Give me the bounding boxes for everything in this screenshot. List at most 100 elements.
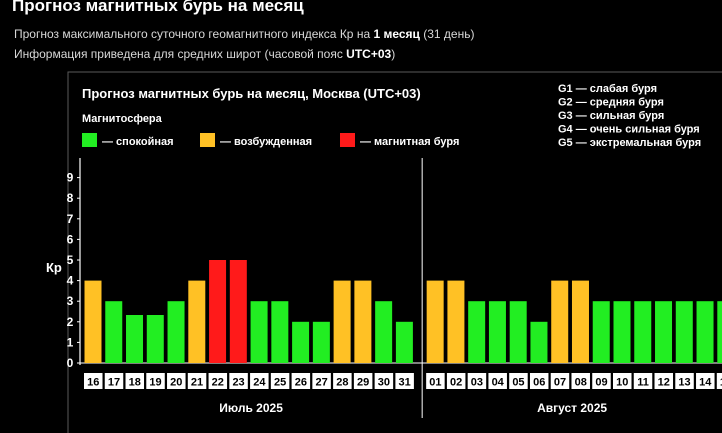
day-label-box bbox=[509, 373, 528, 389]
kp-bar bbox=[105, 301, 123, 363]
day-label-box bbox=[592, 373, 611, 389]
day-label-box bbox=[374, 373, 394, 389]
kp-bar bbox=[655, 301, 673, 363]
kp-bar bbox=[209, 260, 227, 363]
kp-bar bbox=[634, 301, 652, 363]
g-scale-item: G1 — слабая буря bbox=[558, 83, 657, 95]
day-label-box bbox=[187, 373, 207, 389]
day-label: 15 bbox=[720, 377, 722, 389]
month-label: Август 2025 bbox=[537, 401, 607, 415]
y-tick-label: 3 bbox=[67, 294, 74, 308]
chart-title: Прогноз магнитных бурь на месяц, Москва … bbox=[82, 86, 421, 101]
day-label: 19 bbox=[149, 377, 161, 389]
day-label-box bbox=[716, 373, 722, 389]
kp-bar bbox=[426, 280, 444, 363]
latitude-info: Информация приведена для средних широт (… bbox=[14, 47, 395, 61]
day-label-box bbox=[550, 373, 570, 389]
day-label: 22 bbox=[212, 377, 224, 389]
kp-bar bbox=[613, 301, 631, 363]
kp-bar bbox=[375, 301, 393, 363]
forecast-period: 1 месяц bbox=[373, 27, 420, 41]
legend-swatch-excited bbox=[200, 133, 215, 147]
day-label: 23 bbox=[232, 377, 244, 389]
day-label: 16 bbox=[87, 377, 99, 389]
day-label-box bbox=[467, 373, 487, 389]
day-label-box bbox=[333, 373, 352, 389]
forecast-days: (31 день) bbox=[419, 27, 475, 41]
forecast-description: Прогноз максимального суточного геомагни… bbox=[14, 27, 474, 41]
legend-label-excited: — возбужденная bbox=[220, 136, 312, 148]
legend-label-calm: — спокойная bbox=[102, 136, 174, 148]
g-scale-item: G5 — экстремальная буря bbox=[558, 137, 701, 149]
page-heading: Прогноз магнитных бурь на месяц bbox=[12, 0, 304, 15]
day-label: 06 bbox=[533, 377, 545, 389]
kp-bar bbox=[447, 280, 465, 363]
kp-bar bbox=[146, 315, 164, 363]
kp-bar bbox=[271, 301, 289, 363]
y-axis-label: Кр bbox=[46, 260, 62, 275]
legend-label-storm: — магнитная буря bbox=[360, 136, 459, 148]
day-label-box bbox=[167, 373, 186, 389]
kp-bar bbox=[250, 301, 268, 363]
day-label: 04 bbox=[492, 377, 505, 389]
legend-title: Магнитосфера bbox=[82, 113, 163, 125]
day-label: 02 bbox=[450, 377, 462, 389]
kp-bar bbox=[292, 321, 310, 363]
day-label-box bbox=[353, 373, 373, 389]
day-label: 21 bbox=[191, 377, 203, 389]
day-label: 07 bbox=[554, 377, 566, 389]
day-label: 30 bbox=[378, 377, 390, 389]
day-label-box bbox=[312, 373, 331, 389]
day-label: 24 bbox=[253, 377, 266, 389]
day-label: 18 bbox=[129, 377, 141, 389]
kp-bar bbox=[395, 321, 413, 363]
kp-bar bbox=[551, 280, 569, 363]
day-label-box bbox=[229, 373, 248, 389]
day-label: 17 bbox=[108, 377, 120, 389]
y-tick-label: 7 bbox=[67, 212, 74, 226]
day-label: 20 bbox=[170, 377, 182, 389]
day-label-box bbox=[270, 373, 290, 389]
kp-bar bbox=[84, 280, 102, 363]
day-label-box bbox=[125, 373, 145, 389]
day-label-box bbox=[529, 373, 549, 389]
day-label: 27 bbox=[315, 377, 327, 389]
chart-panel bbox=[67, 71, 722, 433]
day-label: 13 bbox=[678, 377, 690, 389]
y-tick-label: 2 bbox=[67, 315, 74, 329]
kp-bar bbox=[530, 321, 548, 363]
day-label: 31 bbox=[399, 377, 411, 389]
kp-bar bbox=[229, 260, 247, 363]
timezone: UTC+03 bbox=[346, 47, 392, 61]
legend-swatch-calm bbox=[82, 133, 97, 147]
kp-bar bbox=[333, 280, 351, 363]
y-tick-label: 8 bbox=[67, 191, 74, 205]
kp-bar bbox=[592, 301, 610, 363]
day-label: 29 bbox=[357, 377, 369, 389]
day-label-box bbox=[613, 373, 632, 389]
day-label-box bbox=[654, 373, 674, 389]
kp-bar bbox=[675, 301, 693, 363]
day-label-box bbox=[633, 373, 653, 389]
day-label-box bbox=[146, 373, 165, 389]
y-tick-label: 5 bbox=[67, 253, 74, 267]
latitude-info-suffix: ) bbox=[391, 47, 396, 61]
day-label-box bbox=[291, 373, 311, 389]
kp-bar bbox=[354, 280, 372, 363]
g-scale-item: G4 — очень сильная буря bbox=[558, 124, 700, 136]
day-label-box bbox=[104, 373, 124, 389]
day-label-box bbox=[675, 373, 694, 389]
kp-bar bbox=[167, 301, 185, 363]
kp-bar bbox=[188, 280, 206, 363]
y-tick-label: 4 bbox=[67, 274, 74, 288]
day-label-box bbox=[488, 373, 507, 389]
day-label-box bbox=[208, 373, 228, 389]
kp-bar bbox=[696, 301, 714, 363]
kp-bar bbox=[571, 280, 589, 363]
day-label: 11 bbox=[637, 377, 649, 389]
day-label-box bbox=[696, 373, 715, 389]
day-label-box bbox=[426, 373, 445, 389]
kp-bar bbox=[509, 301, 527, 363]
y-tick-label: 0 bbox=[67, 356, 74, 370]
day-label: 09 bbox=[595, 377, 607, 389]
